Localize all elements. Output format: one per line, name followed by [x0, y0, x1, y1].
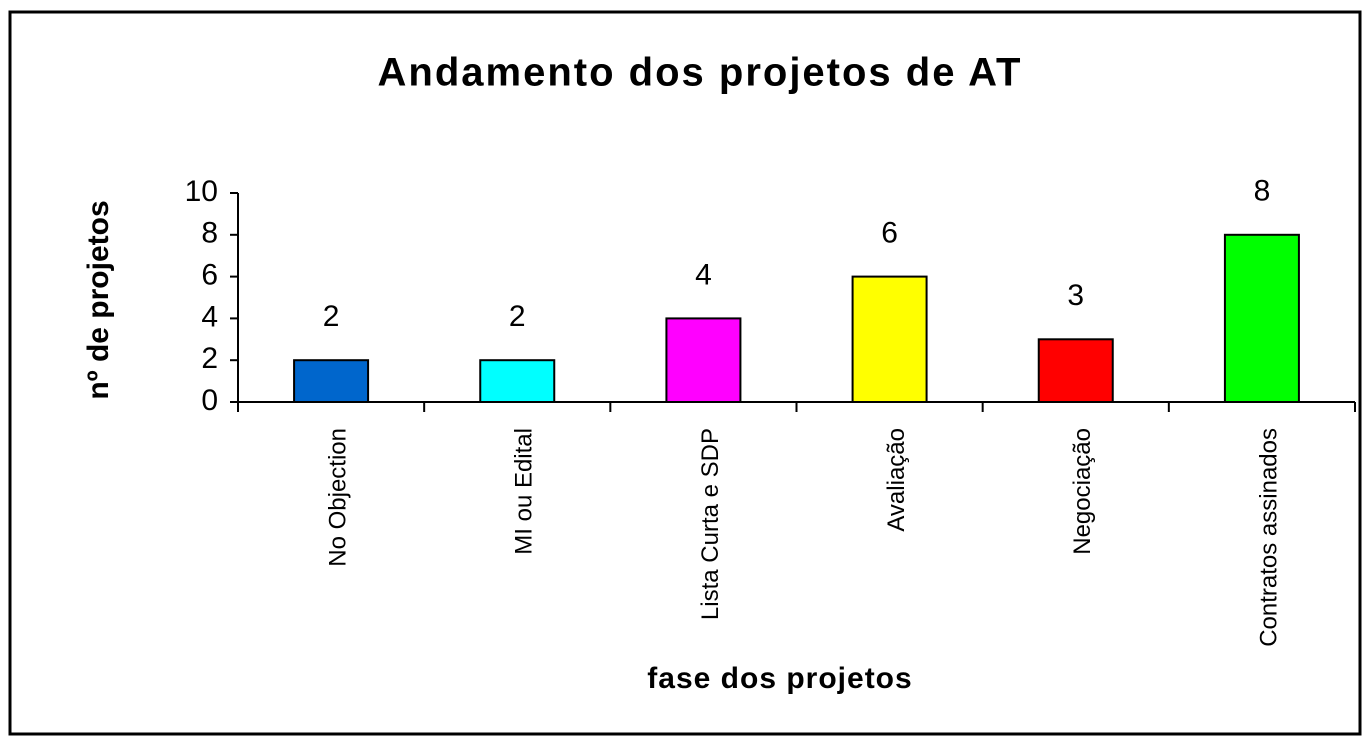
y-tick-label: 0	[201, 384, 218, 417]
y-tick-label: 8	[201, 217, 218, 250]
y-tick-label: 4	[201, 300, 218, 333]
x-tick-label: MI ou Edital	[511, 428, 538, 555]
data-label: 6	[881, 217, 898, 250]
data-label: 3	[1067, 279, 1084, 312]
x-tick-label: Avaliação	[883, 428, 910, 532]
x-tick-label: Contratos assinados	[1255, 428, 1282, 647]
bar	[665, 317, 742, 403]
bar	[1223, 233, 1300, 403]
y-tick-label: 6	[201, 259, 218, 292]
data-label: 2	[509, 300, 526, 333]
y-axis-label: nº de projetos	[82, 200, 115, 399]
data-label: 4	[695, 258, 712, 291]
y-tick-label: 2	[201, 342, 218, 375]
bar	[1037, 338, 1114, 403]
data-label: 8	[1254, 175, 1271, 208]
x-tick-label: Lista Curta e SDP	[697, 428, 724, 620]
bar	[851, 275, 928, 404]
bar	[479, 359, 556, 404]
x-axis-label: fase dos projetos	[647, 662, 912, 695]
data-label: 2	[323, 300, 340, 333]
y-tick-label: 10	[185, 175, 218, 208]
chart-title: Andamento dos projetos de AT	[378, 51, 1023, 95]
x-tick-label: No Objection	[324, 428, 351, 567]
x-tick-label: Negociação	[1069, 428, 1096, 555]
bar	[293, 359, 370, 404]
